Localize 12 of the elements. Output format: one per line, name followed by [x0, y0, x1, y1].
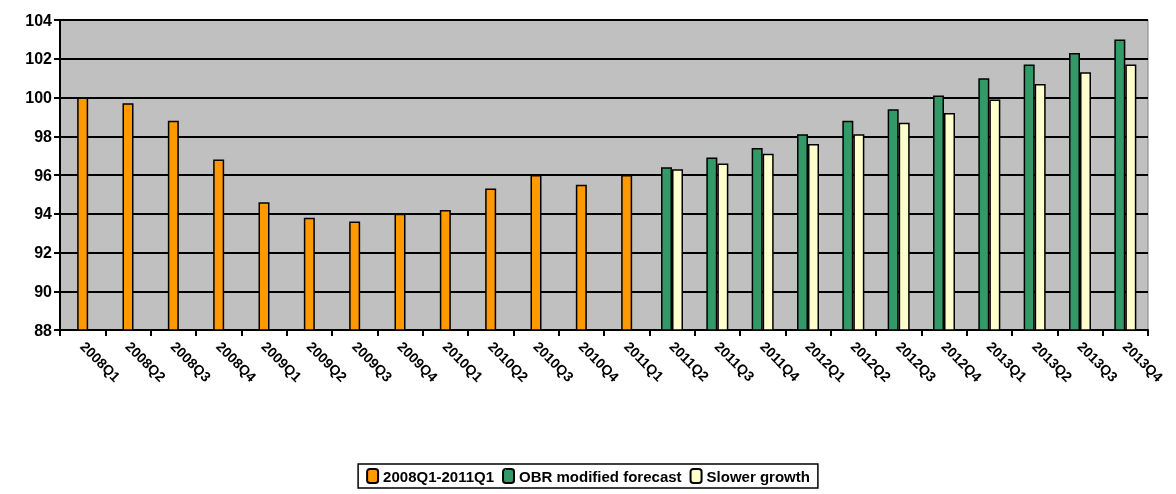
y-tick-label: 100: [25, 89, 53, 106]
y-tick-label: 88: [34, 321, 53, 339]
y-tick-label: 90: [34, 282, 53, 300]
y-tick-label: 96: [34, 166, 53, 184]
legend-label: OBR modified forecast: [519, 467, 682, 485]
y-tick-label: 92: [34, 244, 53, 261]
legend-label: Slower growth: [706, 467, 810, 485]
y-tick-label: 104: [25, 11, 53, 29]
y-tick-label: 94: [34, 205, 53, 223]
y-tick-label: 102: [25, 50, 53, 68]
y-tick-label: 98: [34, 127, 53, 145]
legend-label: 2008Q1-2011Q1: [383, 467, 495, 485]
